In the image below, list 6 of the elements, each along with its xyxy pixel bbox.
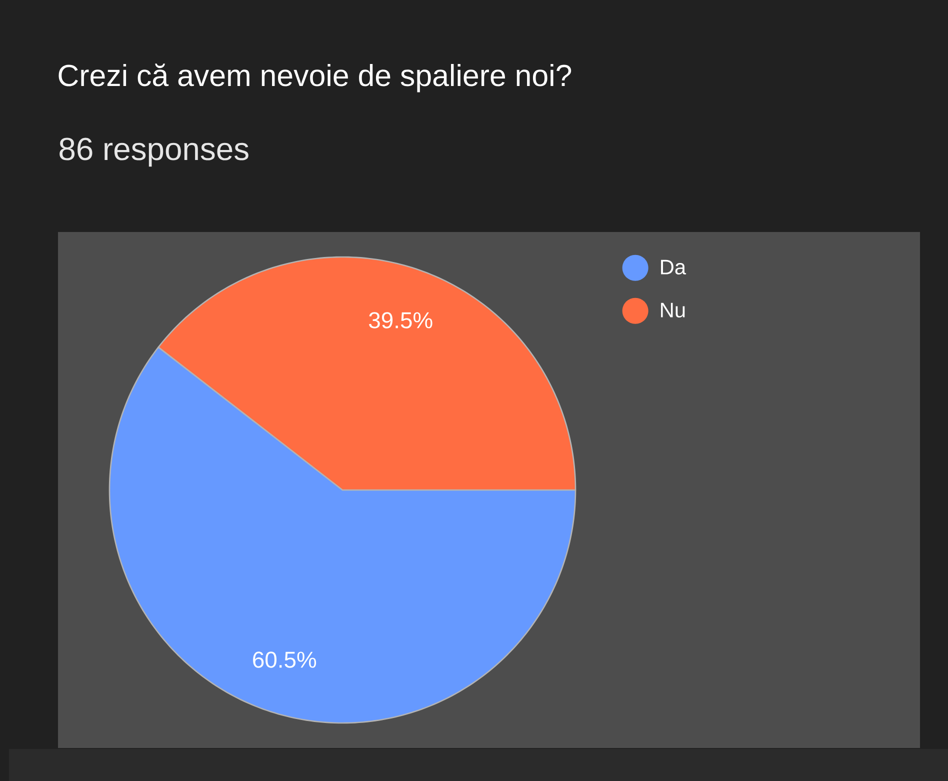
chart-title: Crezi că avem nevoie de spaliere noi? <box>58 64 572 92</box>
legend-label: Da <box>661 260 686 275</box>
data-label: 39.5% <box>369 312 432 328</box>
legend-label: Nu <box>661 302 685 318</box>
chart-subtitle: 86 responses <box>60 138 248 167</box>
data-label: 60.5% <box>253 652 316 668</box>
